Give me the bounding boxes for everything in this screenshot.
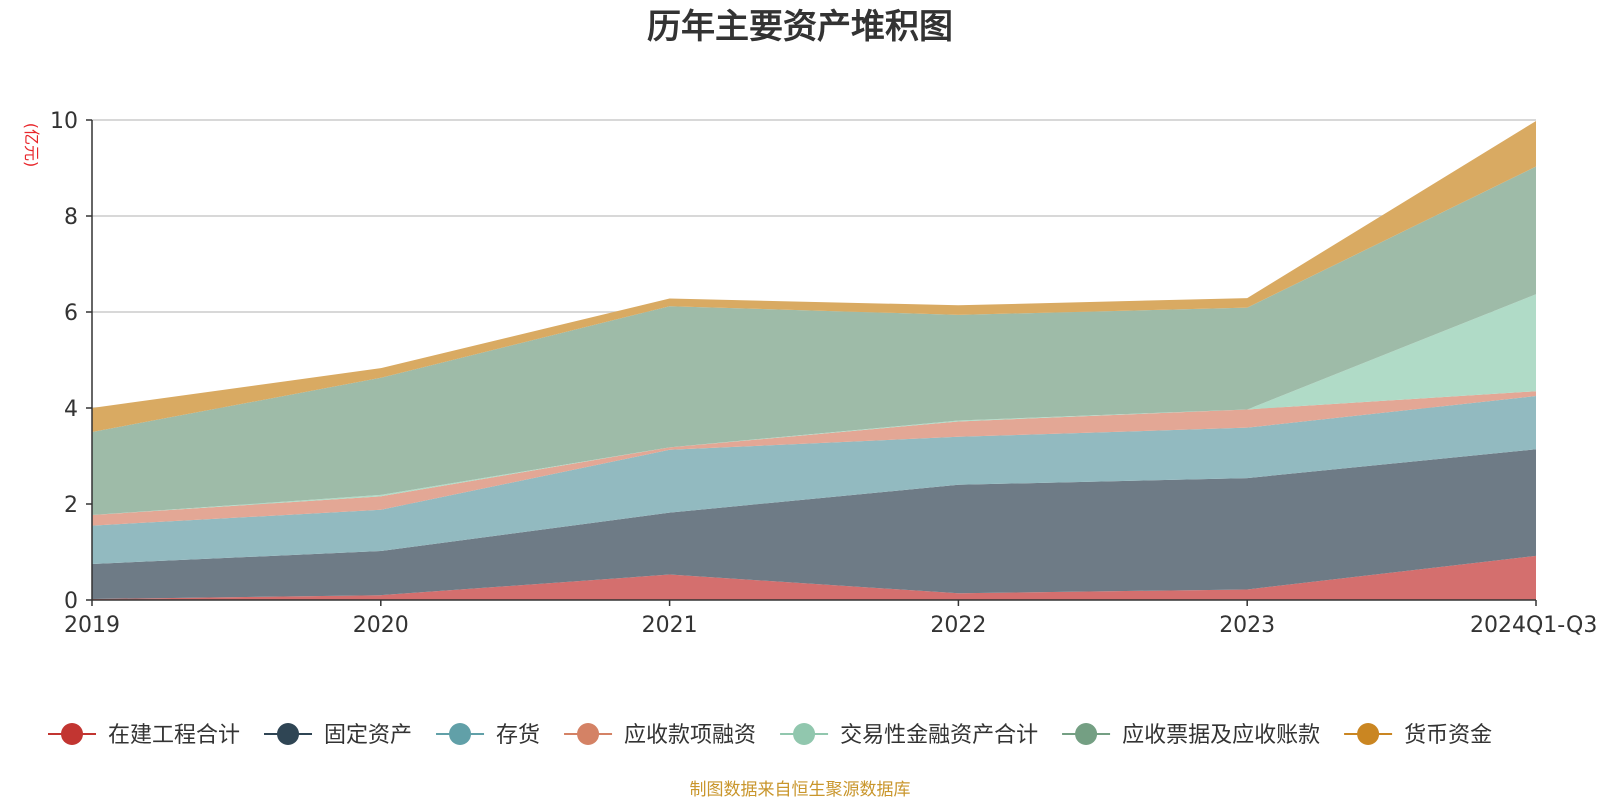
legend[interactable]: 在建工程合计 固定资产 存货 应收款项融资 交易性金融资产合计 应收票据及应收账款 货币资金 xyxy=(48,723,1492,748)
y-tick-label: 6 xyxy=(64,301,78,326)
legend-item-0[interactable]: 在建工程合计 xyxy=(48,723,240,748)
legend-marker-icon xyxy=(793,723,816,745)
legend-marker-icon xyxy=(449,723,472,745)
legend-label: 交易性金融资产合计 xyxy=(840,723,1038,748)
x-tick-label: 2022 xyxy=(930,613,986,638)
area-series-3[interactable] xyxy=(92,391,1536,526)
legend-item-2[interactable]: 存货 xyxy=(436,723,540,748)
y-tick-label: 0 xyxy=(64,589,78,614)
source-note: 制图数据来自恒生聚源数据库 xyxy=(690,780,911,800)
x-tick-label: 2024Q1-Q3 xyxy=(1470,613,1597,638)
area-series-5[interactable] xyxy=(92,166,1536,516)
y-tick-label: 2 xyxy=(64,493,78,518)
legend-marker-icon xyxy=(577,723,600,745)
legend-item-4[interactable]: 交易性金融资产合计 xyxy=(780,723,1038,748)
area-series-6[interactable] xyxy=(92,120,1536,433)
legend-item-5[interactable]: 应收票据及应收账款 xyxy=(1062,723,1320,748)
legend-label: 固定资产 xyxy=(324,723,412,748)
y-tick-label: 10 xyxy=(50,109,78,134)
legend-marker-icon xyxy=(1075,723,1098,745)
y-axis-unit-label: (亿元) xyxy=(22,123,41,168)
legend-marker-icon xyxy=(277,723,300,745)
area-series-2[interactable] xyxy=(92,396,1536,564)
legend-marker-icon xyxy=(61,723,83,745)
legend-label: 应收款项融资 xyxy=(624,723,756,748)
area-series-0[interactable] xyxy=(92,555,1536,600)
legend-label: 在建工程合计 xyxy=(108,723,240,748)
legend-marker-icon xyxy=(1357,723,1380,745)
x-tick-label: 2023 xyxy=(1219,613,1275,638)
legend-label: 应收票据及应收账款 xyxy=(1122,723,1320,748)
legend-label: 货币资金 xyxy=(1404,723,1492,748)
x-tick-label: 2019 xyxy=(64,613,120,638)
x-tick-label: 2021 xyxy=(642,613,698,638)
axes: 0 2 4 6 8 10 2019 2020 2021 2022 2023 2024Q1-Q3 xyxy=(50,109,1597,638)
area-series xyxy=(92,120,1536,600)
x-tick-label: 2020 xyxy=(353,613,409,638)
area-series-1[interactable] xyxy=(92,449,1536,600)
legend-item-1[interactable]: 固定资产 xyxy=(264,723,412,748)
y-tick-label: 8 xyxy=(64,205,78,230)
chart-title: 历年主要资产堆积图 xyxy=(647,7,953,47)
y-tick-label: 4 xyxy=(64,397,78,422)
legend-label: 存货 xyxy=(496,723,540,748)
legend-item-3[interactable]: 应收款项融资 xyxy=(564,723,756,748)
legend-item-6[interactable]: 货币资金 xyxy=(1344,723,1492,748)
